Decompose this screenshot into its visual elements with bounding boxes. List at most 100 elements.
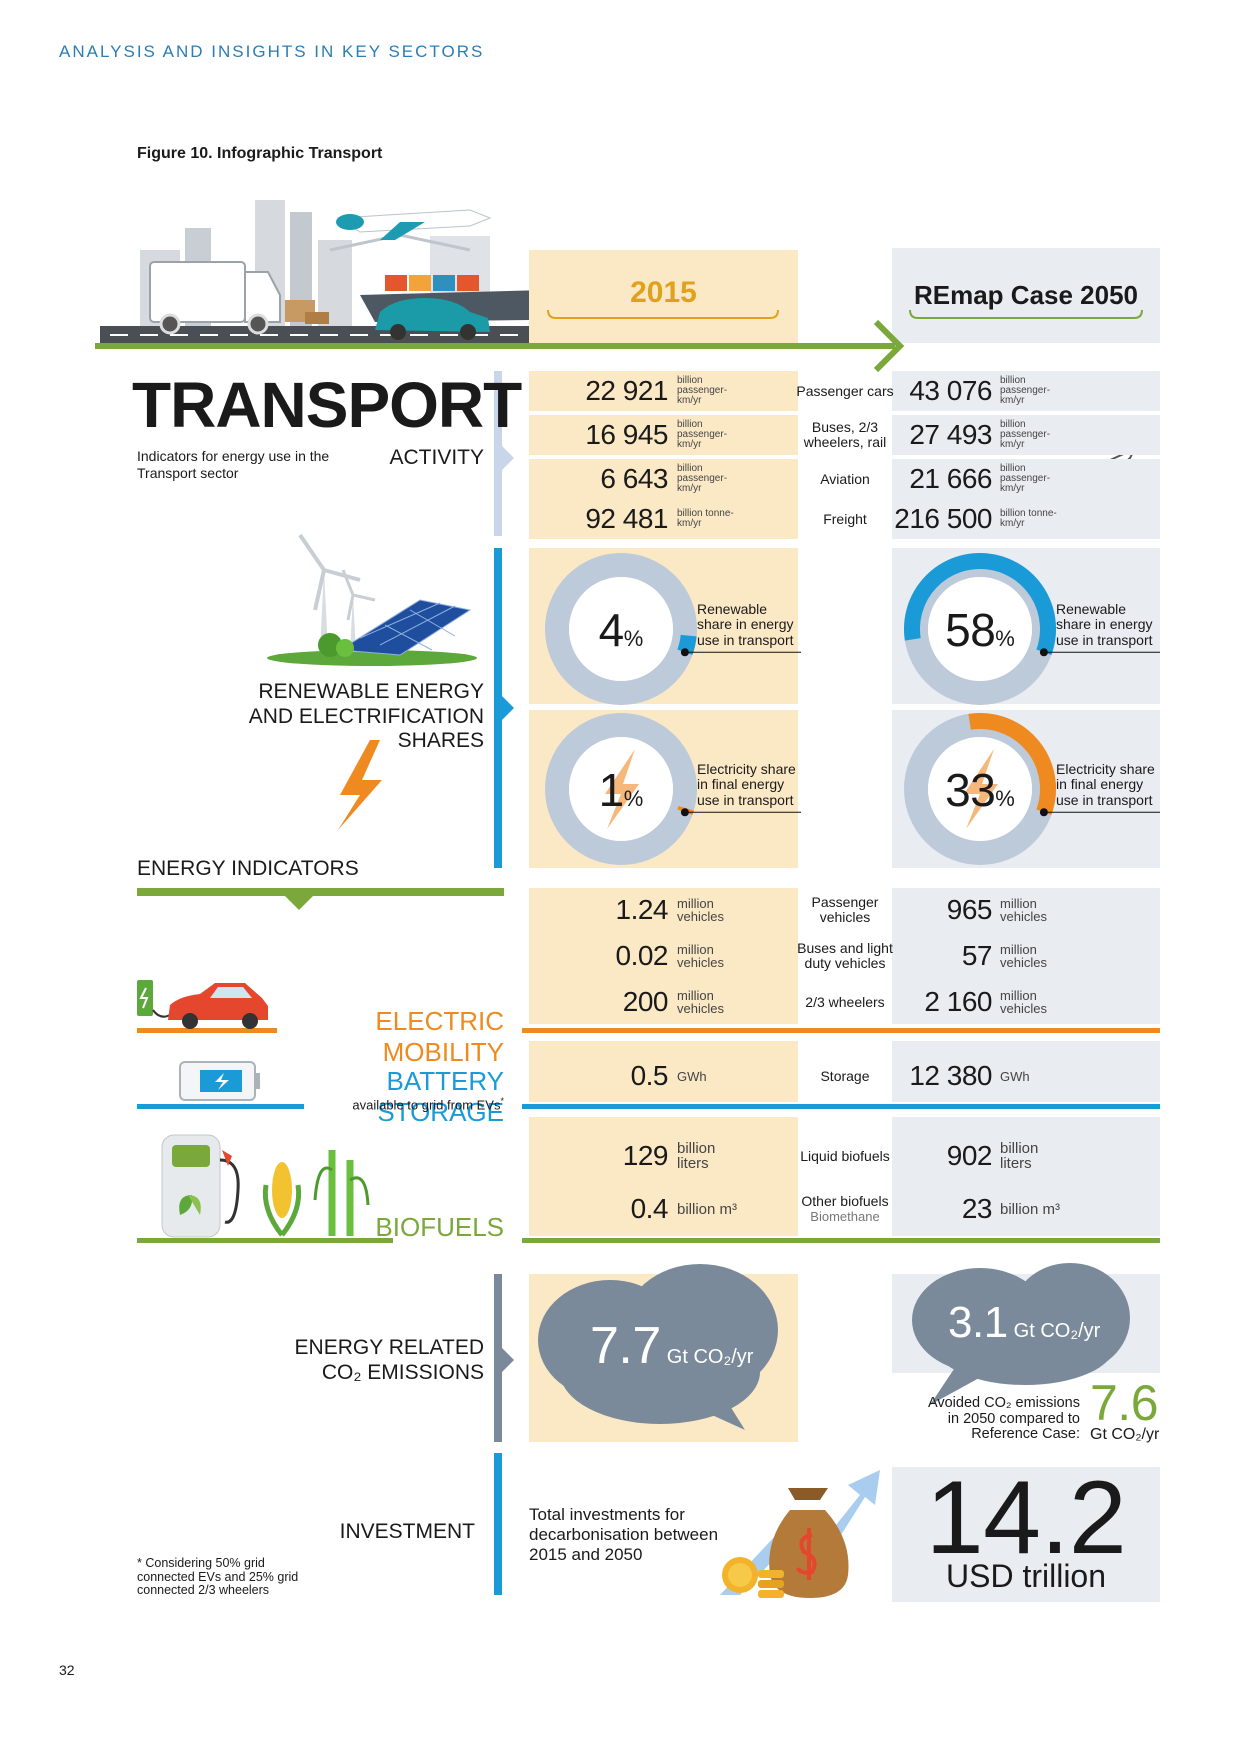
row-2015-bg — [529, 459, 798, 499]
donut-unit: % — [623, 626, 644, 651]
investment-illustration — [720, 1470, 880, 1598]
avoided-unit: Gt CO₂/yr — [1090, 1426, 1160, 1443]
donut-track — [545, 713, 697, 865]
biofuels-illustration — [161, 1134, 370, 1238]
row-2015-bg — [529, 371, 798, 411]
bolt-icon — [338, 740, 382, 830]
row-label-box: Buses, 2/3 wheelers, rail — [795, 411, 895, 459]
shares-label: RENEWABLE ENERGY — [258, 680, 484, 703]
investment-text: Total investments for decarbonisation be… — [529, 1505, 719, 1564]
value-2050: 2 160 — [924, 986, 992, 1017]
value-2050: 23 — [961, 1193, 993, 1224]
row-2050-bg — [892, 415, 1160, 455]
mobility-rule — [522, 1028, 1160, 1033]
row-label-box: Other biofuels Biomethane — [795, 1185, 895, 1233]
share-label: Renewable share in energy use in transpo… — [697, 600, 794, 648]
unit-2050: billion passenger-km/yr — [1000, 375, 1051, 406]
value-2015: 0.02 — [615, 940, 669, 971]
unit-2050: million vehicles — [1000, 988, 1047, 1016]
indicators-rule — [137, 888, 504, 896]
row-label-box: Passenger cars — [795, 367, 895, 415]
mobility-bg — [529, 888, 798, 1024]
row-sublabel: Biomethane — [810, 1209, 880, 1224]
row-label-box: Freight — [795, 495, 895, 543]
donut-value-box: 1% — [571, 763, 671, 816]
value-2015: 92 481 — [585, 503, 668, 534]
emissions-pointer — [502, 1348, 514, 1372]
row-label: Other biofuels — [801, 1193, 889, 1209]
donut-value-box: 4% — [571, 603, 671, 656]
col-2050-title: REmap Case 2050 — [913, 280, 1139, 310]
timeline-arrow — [873, 319, 905, 373]
row-label-box: Buses and light duty vehicles — [795, 932, 895, 980]
donut-unit: % — [623, 786, 644, 811]
battery-note: available to grid from EVs — [352, 1097, 501, 1113]
value-2050: 43 076 — [909, 375, 992, 406]
col-2050-header — [892, 248, 1160, 343]
bracket-2050 — [909, 309, 1143, 319]
emission-unit: Gt CO₂/yr — [666, 1346, 754, 1368]
value-2015: 16 945 — [585, 419, 668, 450]
unit-2015: GWh — [677, 1068, 707, 1084]
unit-2015: million vehicles — [677, 896, 724, 924]
emissions-bar — [494, 1274, 502, 1442]
row-label: 2/3 wheelers — [805, 993, 885, 1010]
value-2015: 6 643 — [600, 463, 668, 494]
value-2050: 965 — [946, 894, 993, 925]
bubble-text: 3.1 Gt CO₂/yr — [948, 1298, 1100, 1348]
row-label: Buses, 2/3 wheelers, rail — [803, 419, 887, 450]
sector-subtitle: Indicators for energy use in the Transpo… — [137, 448, 330, 481]
shares-bar — [494, 548, 502, 868]
donut-value-box: 58% — [930, 603, 1030, 656]
ev-illustration — [137, 980, 268, 1029]
bolt — [964, 749, 998, 829]
emissions-label: ENERGY RELATED — [294, 1336, 484, 1359]
row-label-box: Liquid biofuels — [795, 1132, 895, 1180]
mobility-rule-left — [137, 1028, 277, 1033]
battery-bg — [892, 1041, 1160, 1102]
unit-2015: billion tonne-km/yr — [677, 508, 734, 529]
emission-unit: Gt CO₂/yr — [1013, 1320, 1101, 1342]
biofuels-label: BIOFUELS — [375, 1212, 504, 1242]
activity-bar — [494, 371, 502, 536]
row-2050-bg — [892, 499, 1160, 539]
value-2015: 22 921 — [585, 375, 668, 406]
value-2015: 200 — [622, 986, 669, 1017]
value-2050: 57 — [961, 940, 993, 971]
investment-value: 14.2 — [925, 1460, 1127, 1576]
value-2050: 902 — [946, 1140, 993, 1171]
share-label: Renewable share in energy use in transpo… — [1056, 600, 1153, 648]
battery-bg — [529, 1041, 798, 1102]
row-label-box: Storage — [795, 1052, 895, 1100]
bracket-2015 — [547, 309, 779, 319]
renewables-illustration — [267, 533, 477, 666]
indicators-label: ENERGY INDICATORS — [137, 857, 359, 880]
unit-2015: billion passenger-km/yr — [677, 419, 728, 450]
unit-2050: billion m³ — [1000, 1200, 1061, 1218]
battery-note-marker: * — [500, 1096, 504, 1106]
activity-pointer — [502, 446, 514, 470]
donut-value-box: 33% — [930, 763, 1030, 816]
biofuels-rule-left — [137, 1238, 393, 1243]
bolt — [605, 749, 639, 829]
donut-value: 1 — [598, 764, 625, 816]
avoided-text: Avoided CO₂ emissions in 2050 compared t… — [927, 1395, 1080, 1442]
battery-rule — [522, 1104, 1160, 1109]
unit-2050: billion tonne-km/yr — [1000, 508, 1057, 529]
emission-value: 7.7 — [590, 1317, 661, 1375]
shares-label: AND ELECTRIFICATION SHARES — [248, 705, 484, 752]
footnote: * Considering 50% grid connected EVs and… — [137, 1556, 299, 1597]
emission-value: 3.1 — [948, 1298, 1008, 1347]
mobility-bg — [892, 888, 1160, 1024]
indicators-pointer — [285, 896, 313, 910]
donut-arc — [968, 713, 1056, 815]
value-2050: 12 380 — [909, 1060, 992, 1091]
battery-rule-left — [137, 1104, 304, 1109]
unit-2015: billion m³ — [677, 1200, 738, 1218]
investment-bar — [494, 1453, 502, 1595]
value-2015: 0.4 — [630, 1193, 669, 1224]
row-label: Aviation — [820, 470, 870, 487]
investment-unit: USD trillion — [945, 1558, 1107, 1594]
bubble-2050 — [912, 1263, 1130, 1405]
value-2050: 21 666 — [909, 463, 992, 494]
